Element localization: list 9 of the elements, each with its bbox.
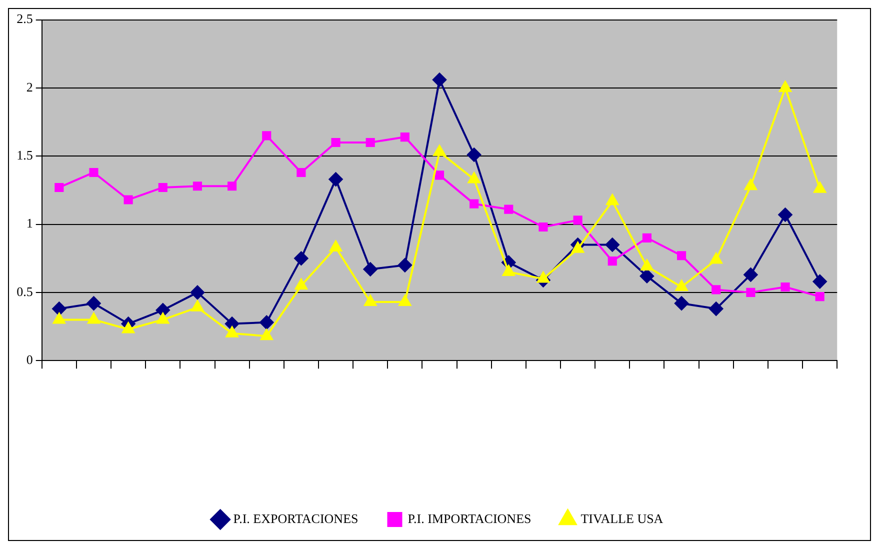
- legend-label: TIVALLE USA: [580, 510, 664, 526]
- y-tick-label: 1.5: [16, 148, 33, 163]
- legend-label: P.I. IMPORTACIONES: [408, 510, 532, 526]
- legend-label: P.I. EXPORTACIONES: [233, 510, 358, 526]
- y-tick-label: 2: [26, 79, 33, 94]
- y-tick-label: 2.5: [16, 11, 33, 26]
- y-tick-label: 1: [26, 216, 33, 231]
- y-tick-label: 0.5: [16, 284, 33, 299]
- y-tick-label: 0: [26, 352, 33, 368]
